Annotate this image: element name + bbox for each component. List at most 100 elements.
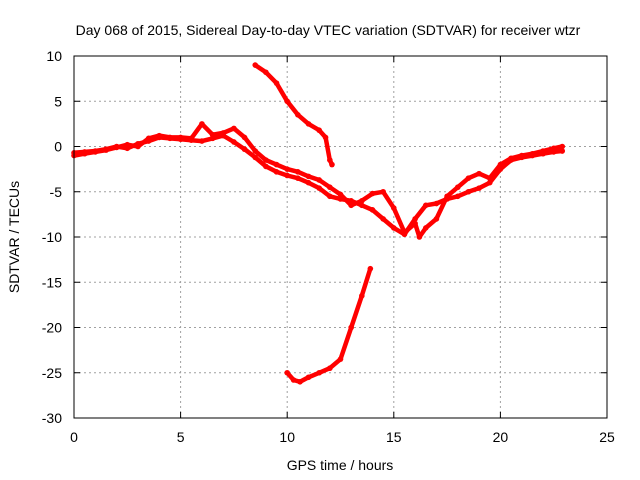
data-point bbox=[156, 132, 163, 139]
data-point bbox=[486, 179, 493, 186]
data-point bbox=[273, 80, 280, 86]
data-point bbox=[124, 141, 131, 148]
data-point bbox=[497, 161, 504, 168]
data-point bbox=[327, 193, 333, 200]
data-point bbox=[444, 193, 450, 200]
data-point bbox=[359, 202, 365, 209]
data-point bbox=[433, 200, 440, 207]
data-point bbox=[540, 148, 546, 154]
y-tick-label: -5 bbox=[50, 184, 63, 200]
data-point bbox=[327, 157, 333, 163]
data-point bbox=[316, 127, 322, 134]
y-axis-label: SDTVAR / TECUs bbox=[6, 181, 22, 293]
data-point bbox=[241, 146, 248, 153]
data-point bbox=[316, 185, 322, 191]
data-point bbox=[167, 134, 173, 141]
data-point bbox=[316, 177, 322, 183]
data-point bbox=[412, 216, 418, 222]
data-point bbox=[391, 205, 397, 211]
x-axis-label: GPS time / hours bbox=[287, 457, 394, 473]
data-point bbox=[81, 150, 88, 157]
x-tick-labels: 0 5 10 15 20 25 bbox=[70, 429, 615, 445]
data-point bbox=[559, 143, 566, 150]
data-point bbox=[476, 185, 482, 191]
data-point bbox=[241, 134, 248, 141]
y-tick-label: 5 bbox=[54, 93, 62, 109]
data-point bbox=[465, 175, 472, 181]
data-point bbox=[367, 265, 374, 272]
data-point bbox=[209, 131, 216, 138]
data-point bbox=[550, 145, 557, 152]
data-point bbox=[297, 379, 303, 385]
data-point bbox=[199, 138, 205, 144]
data-point bbox=[92, 149, 99, 155]
data-point bbox=[252, 154, 259, 161]
data-point bbox=[305, 179, 312, 186]
data-point bbox=[486, 175, 493, 181]
data-point bbox=[422, 202, 429, 209]
y-tick-label: 0 bbox=[54, 139, 62, 155]
y-tick-label: -20 bbox=[42, 320, 62, 336]
data-point bbox=[316, 369, 322, 376]
data-point bbox=[380, 188, 386, 195]
data-point bbox=[252, 62, 259, 68]
data-point bbox=[273, 161, 280, 168]
data-point bbox=[412, 220, 418, 227]
data-point bbox=[559, 148, 566, 154]
data-point bbox=[273, 169, 280, 175]
x-tick-label: 10 bbox=[279, 429, 295, 445]
data-point bbox=[199, 121, 205, 127]
data-point bbox=[322, 134, 329, 141]
data-point bbox=[369, 190, 376, 197]
data-point bbox=[284, 98, 291, 105]
data-point bbox=[327, 184, 333, 191]
data-point bbox=[518, 152, 525, 159]
data-point bbox=[305, 374, 312, 381]
data-point bbox=[369, 207, 376, 213]
data-point bbox=[508, 155, 514, 162]
data-point bbox=[263, 163, 269, 170]
data-point bbox=[380, 216, 386, 222]
data-point bbox=[252, 148, 259, 154]
data-point bbox=[188, 135, 195, 142]
data-point bbox=[231, 139, 237, 145]
series-layer bbox=[71, 62, 566, 385]
data-point bbox=[359, 293, 365, 299]
grid-layer bbox=[74, 56, 607, 418]
x-tick-label: 0 bbox=[70, 429, 78, 445]
data-point bbox=[284, 166, 291, 172]
data-point bbox=[295, 112, 301, 118]
data-point bbox=[135, 143, 141, 150]
data-point bbox=[231, 125, 237, 132]
y-tick-label: -30 bbox=[42, 410, 62, 426]
data-point bbox=[284, 172, 291, 179]
data-point bbox=[263, 157, 269, 163]
data-point bbox=[113, 144, 120, 151]
data-point bbox=[295, 175, 301, 181]
data-point bbox=[454, 193, 461, 200]
data-point bbox=[329, 161, 335, 168]
data-point bbox=[305, 173, 312, 180]
data-point bbox=[529, 150, 536, 157]
tick-layer bbox=[73, 55, 608, 419]
data-point bbox=[348, 324, 354, 331]
data-point bbox=[220, 130, 227, 136]
data-point bbox=[359, 198, 365, 204]
data-point bbox=[295, 169, 301, 175]
data-point bbox=[263, 69, 269, 76]
x-tick-label: 20 bbox=[493, 429, 509, 445]
data-point bbox=[433, 216, 440, 222]
series-arc-upper bbox=[252, 62, 335, 167]
data-point bbox=[284, 369, 291, 376]
data-point bbox=[177, 134, 184, 141]
data-point bbox=[290, 377, 297, 383]
data-point bbox=[305, 121, 312, 127]
data-point bbox=[422, 225, 429, 231]
y-tick-label: -15 bbox=[42, 274, 62, 290]
x-tick-label: 25 bbox=[599, 429, 615, 445]
data-point bbox=[476, 170, 482, 177]
data-point bbox=[348, 202, 354, 209]
y-tick-label: 10 bbox=[46, 48, 62, 64]
